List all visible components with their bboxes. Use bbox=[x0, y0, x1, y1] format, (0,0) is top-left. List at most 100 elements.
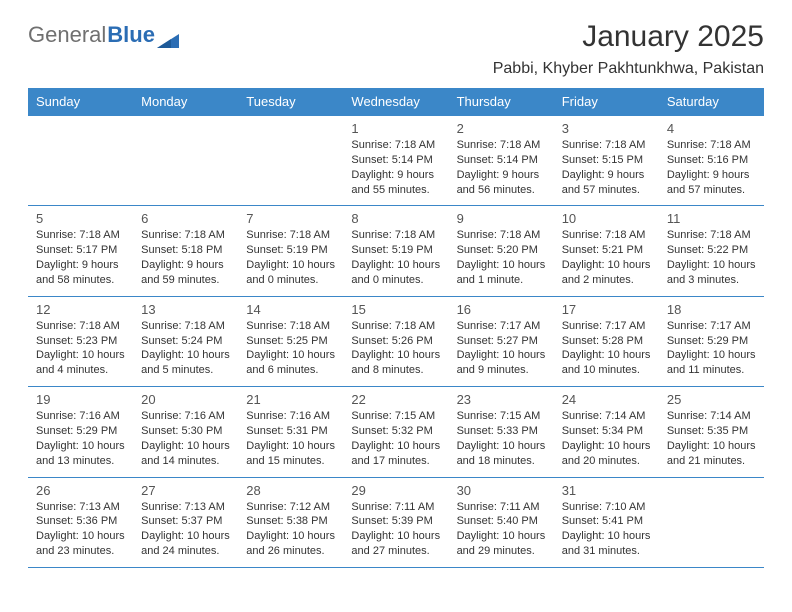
sunrise-text: Sunrise: 7:18 AM bbox=[36, 319, 125, 334]
calendar-day: 4Sunrise: 7:18 AMSunset: 5:16 PMDaylight… bbox=[659, 116, 764, 205]
sunset-text: Sunset: 5:15 PM bbox=[562, 153, 651, 168]
day-number: 12 bbox=[36, 302, 125, 317]
daylight-text: and 23 minutes. bbox=[36, 544, 125, 559]
sunset-text: Sunset: 5:27 PM bbox=[457, 334, 546, 349]
daylight-text: and 57 minutes. bbox=[562, 183, 651, 198]
calendar-day: 22Sunrise: 7:15 AMSunset: 5:32 PMDayligh… bbox=[343, 387, 448, 476]
day-number: 24 bbox=[562, 392, 651, 407]
sunrise-text: Sunrise: 7:18 AM bbox=[141, 319, 230, 334]
daylight-text: and 26 minutes. bbox=[246, 544, 335, 559]
day-number: 5 bbox=[36, 211, 125, 226]
daylight-text: and 24 minutes. bbox=[141, 544, 230, 559]
sunset-text: Sunset: 5:14 PM bbox=[457, 153, 546, 168]
logo-text-right: Blue bbox=[107, 22, 155, 48]
daylight-text: and 2 minutes. bbox=[562, 273, 651, 288]
calendar-day: 9Sunrise: 7:18 AMSunset: 5:20 PMDaylight… bbox=[449, 206, 554, 295]
daylight-text: Daylight: 10 hours bbox=[457, 439, 546, 454]
sunset-text: Sunset: 5:38 PM bbox=[246, 514, 335, 529]
daylight-text: and 9 minutes. bbox=[457, 363, 546, 378]
day-number: 22 bbox=[351, 392, 440, 407]
daylight-text: and 0 minutes. bbox=[351, 273, 440, 288]
sunrise-text: Sunrise: 7:17 AM bbox=[667, 319, 756, 334]
sunrise-text: Sunrise: 7:17 AM bbox=[562, 319, 651, 334]
sunrise-text: Sunrise: 7:18 AM bbox=[246, 319, 335, 334]
daylight-text: Daylight: 9 hours bbox=[351, 168, 440, 183]
sunset-text: Sunset: 5:26 PM bbox=[351, 334, 440, 349]
daylight-text: Daylight: 10 hours bbox=[141, 348, 230, 363]
calendar-day: 8Sunrise: 7:18 AMSunset: 5:19 PMDaylight… bbox=[343, 206, 448, 295]
day-number: 19 bbox=[36, 392, 125, 407]
day-header: Sunday bbox=[28, 88, 133, 115]
sunrise-text: Sunrise: 7:16 AM bbox=[246, 409, 335, 424]
sunset-text: Sunset: 5:29 PM bbox=[36, 424, 125, 439]
daylight-text: Daylight: 9 hours bbox=[36, 258, 125, 273]
sunset-text: Sunset: 5:40 PM bbox=[457, 514, 546, 529]
logo: General Blue bbox=[28, 22, 179, 48]
day-header: Wednesday bbox=[343, 88, 448, 115]
sunset-text: Sunset: 5:41 PM bbox=[562, 514, 651, 529]
sunset-text: Sunset: 5:18 PM bbox=[141, 243, 230, 258]
calendar: SundayMondayTuesdayWednesdayThursdayFrid… bbox=[28, 88, 764, 568]
sunset-text: Sunset: 5:20 PM bbox=[457, 243, 546, 258]
daylight-text: and 4 minutes. bbox=[36, 363, 125, 378]
day-number: 27 bbox=[141, 483, 230, 498]
daylight-text: and 5 minutes. bbox=[141, 363, 230, 378]
calendar-day: 31Sunrise: 7:10 AMSunset: 5:41 PMDayligh… bbox=[554, 478, 659, 567]
calendar-day: 10Sunrise: 7:18 AMSunset: 5:21 PMDayligh… bbox=[554, 206, 659, 295]
sunset-text: Sunset: 5:29 PM bbox=[667, 334, 756, 349]
sunset-text: Sunset: 5:37 PM bbox=[141, 514, 230, 529]
calendar-day: 23Sunrise: 7:15 AMSunset: 5:33 PMDayligh… bbox=[449, 387, 554, 476]
daylight-text: Daylight: 10 hours bbox=[36, 348, 125, 363]
sunset-text: Sunset: 5:19 PM bbox=[351, 243, 440, 258]
calendar-day: 6Sunrise: 7:18 AMSunset: 5:18 PMDaylight… bbox=[133, 206, 238, 295]
calendar-day: 27Sunrise: 7:13 AMSunset: 5:37 PMDayligh… bbox=[133, 478, 238, 567]
daylight-text: and 15 minutes. bbox=[246, 454, 335, 469]
daylight-text: Daylight: 9 hours bbox=[667, 168, 756, 183]
sunset-text: Sunset: 5:36 PM bbox=[36, 514, 125, 529]
daylight-text: Daylight: 10 hours bbox=[351, 439, 440, 454]
sunrise-text: Sunrise: 7:18 AM bbox=[457, 138, 546, 153]
daylight-text: and 14 minutes. bbox=[141, 454, 230, 469]
day-number: 26 bbox=[36, 483, 125, 498]
daylight-text: and 17 minutes. bbox=[351, 454, 440, 469]
sunset-text: Sunset: 5:19 PM bbox=[246, 243, 335, 258]
day-header: Tuesday bbox=[238, 88, 343, 115]
sunset-text: Sunset: 5:31 PM bbox=[246, 424, 335, 439]
daylight-text: and 56 minutes. bbox=[457, 183, 546, 198]
sunrise-text: Sunrise: 7:15 AM bbox=[457, 409, 546, 424]
calendar-day: 1Sunrise: 7:18 AMSunset: 5:14 PMDaylight… bbox=[343, 116, 448, 205]
calendar-header-row: SundayMondayTuesdayWednesdayThursdayFrid… bbox=[28, 88, 764, 115]
sunrise-text: Sunrise: 7:14 AM bbox=[562, 409, 651, 424]
sunset-text: Sunset: 5:35 PM bbox=[667, 424, 756, 439]
sunrise-text: Sunrise: 7:18 AM bbox=[36, 228, 125, 243]
sunrise-text: Sunrise: 7:16 AM bbox=[141, 409, 230, 424]
sunset-text: Sunset: 5:24 PM bbox=[141, 334, 230, 349]
daylight-text: Daylight: 9 hours bbox=[457, 168, 546, 183]
day-number: 9 bbox=[457, 211, 546, 226]
sunset-text: Sunset: 5:22 PM bbox=[667, 243, 756, 258]
sunrise-text: Sunrise: 7:13 AM bbox=[36, 500, 125, 515]
sunrise-text: Sunrise: 7:15 AM bbox=[351, 409, 440, 424]
daylight-text: and 11 minutes. bbox=[667, 363, 756, 378]
day-number: 13 bbox=[141, 302, 230, 317]
daylight-text: and 59 minutes. bbox=[141, 273, 230, 288]
daylight-text: and 6 minutes. bbox=[246, 363, 335, 378]
calendar-day: 7Sunrise: 7:18 AMSunset: 5:19 PMDaylight… bbox=[238, 206, 343, 295]
sunset-text: Sunset: 5:23 PM bbox=[36, 334, 125, 349]
sunset-text: Sunset: 5:28 PM bbox=[562, 334, 651, 349]
calendar-day: 26Sunrise: 7:13 AMSunset: 5:36 PMDayligh… bbox=[28, 478, 133, 567]
daylight-text: and 18 minutes. bbox=[457, 454, 546, 469]
day-number: 30 bbox=[457, 483, 546, 498]
daylight-text: and 29 minutes. bbox=[457, 544, 546, 559]
calendar-week: 26Sunrise: 7:13 AMSunset: 5:36 PMDayligh… bbox=[28, 478, 764, 568]
daylight-text: and 3 minutes. bbox=[667, 273, 756, 288]
calendar-day: 18Sunrise: 7:17 AMSunset: 5:29 PMDayligh… bbox=[659, 297, 764, 386]
daylight-text: and 57 minutes. bbox=[667, 183, 756, 198]
calendar-day: 12 Sunrise: 7:18 AMSunset: 5:23 PMDayligh… bbox=[28, 297, 133, 386]
calendar-day-empty bbox=[133, 116, 238, 205]
sunrise-text: Sunrise: 7:18 AM bbox=[351, 138, 440, 153]
calendar-day: 25Sunrise: 7:14 AMSunset: 5:35 PMDayligh… bbox=[659, 387, 764, 476]
calendar-day: 20Sunrise: 7:16 AMSunset: 5:30 PMDayligh… bbox=[133, 387, 238, 476]
daylight-text: and 0 minutes. bbox=[246, 273, 335, 288]
sunset-text: Sunset: 5:34 PM bbox=[562, 424, 651, 439]
